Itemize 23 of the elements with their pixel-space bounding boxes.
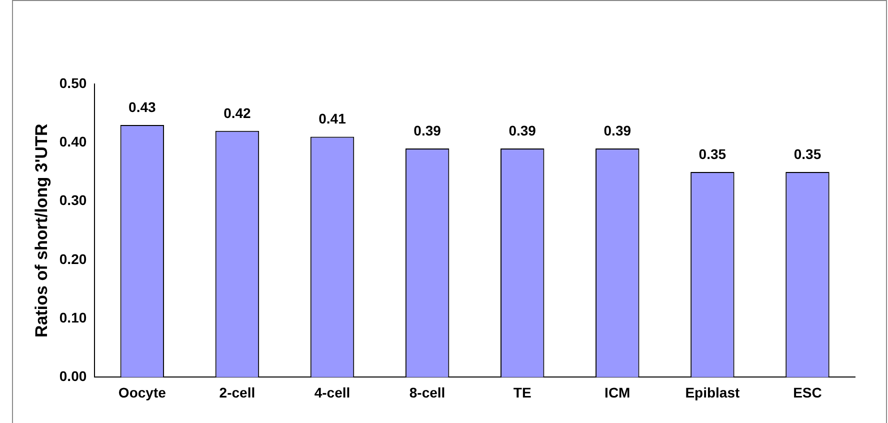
x-tick-label: ICM <box>604 384 630 400</box>
x-tick-label: 8-cell <box>409 384 446 400</box>
data-label: 0.43 <box>128 98 156 115</box>
y-tick-label: 0.20 <box>59 250 87 267</box>
x-tick-label: ESC <box>793 384 822 400</box>
x-tick-label: Epiblast <box>685 384 740 400</box>
data-label: 0.41 <box>318 110 346 127</box>
x-tick-label: 2-cell <box>219 384 256 400</box>
data-label: 0.39 <box>414 122 442 138</box>
y-axis-title: Ratios of short/long 3'UTR <box>32 124 51 338</box>
y-tick-label: 0.00 <box>59 368 87 384</box>
x-tick-label: 4-cell <box>314 384 350 400</box>
x-tick-label: Oocyte <box>118 384 166 400</box>
data-label: 0.39 <box>604 122 632 138</box>
y-tick-label: 0.30 <box>59 192 87 208</box>
data-label: 0.35 <box>698 146 726 162</box>
data-label: 0.42 <box>224 104 252 121</box>
y-tick-label: 0.10 <box>59 309 87 326</box>
x-tick-label: TE <box>513 384 532 400</box>
y-tick-label: 0.50 <box>59 74 87 91</box>
data-label: 0.35 <box>794 146 822 162</box>
data-label: 0.39 <box>508 122 536 138</box>
y-tick-label: 0.40 <box>59 134 87 150</box>
